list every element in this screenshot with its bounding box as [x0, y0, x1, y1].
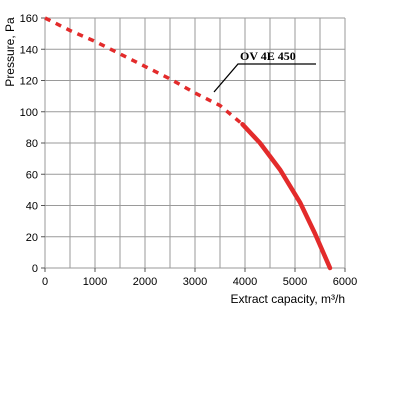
- y-tick-labels: 0 20 40 60 80 100 120 140 160: [20, 13, 38, 275]
- y-tick-label: 160: [20, 13, 38, 25]
- series-line-solid: [240, 122, 333, 271]
- annotation-layer: OV 4E 450: [213, 49, 316, 93]
- annotation-label: OV 4E 450: [240, 49, 296, 63]
- x-tick-label: 4000: [233, 276, 257, 288]
- y-tick-label: 60: [26, 169, 38, 181]
- y-tick-label: 0: [32, 263, 38, 275]
- x-tick-label: 5000: [283, 276, 307, 288]
- annotation-leader-line: [213, 63, 316, 93]
- y-tick-label: 40: [26, 201, 38, 213]
- x-axis-label: Extract capacity, m³/h: [231, 292, 345, 306]
- x-tick-label: 0: [42, 276, 48, 288]
- axes: [41, 17, 346, 272]
- y-tick-label: 140: [20, 44, 38, 56]
- y-tick-label: 120: [20, 76, 38, 88]
- y-tick-label: 20: [26, 232, 38, 244]
- x-tick-labels: 0 1000 2000 3000 4000 5000 6000: [42, 276, 357, 288]
- x-tick-label: 6000: [333, 276, 357, 288]
- series-line-dashed: [44, 16, 244, 126]
- x-tick-label: 2000: [133, 276, 157, 288]
- y-tick-label: 80: [26, 138, 38, 150]
- grid: [44, 17, 346, 269]
- x-tick-label: 1000: [83, 276, 107, 288]
- y-axis-label: Pressure, Pa: [3, 17, 17, 87]
- x-tick-label: 3000: [183, 276, 207, 288]
- y-tick-label: 100: [20, 107, 38, 119]
- series-layer: [44, 16, 333, 271]
